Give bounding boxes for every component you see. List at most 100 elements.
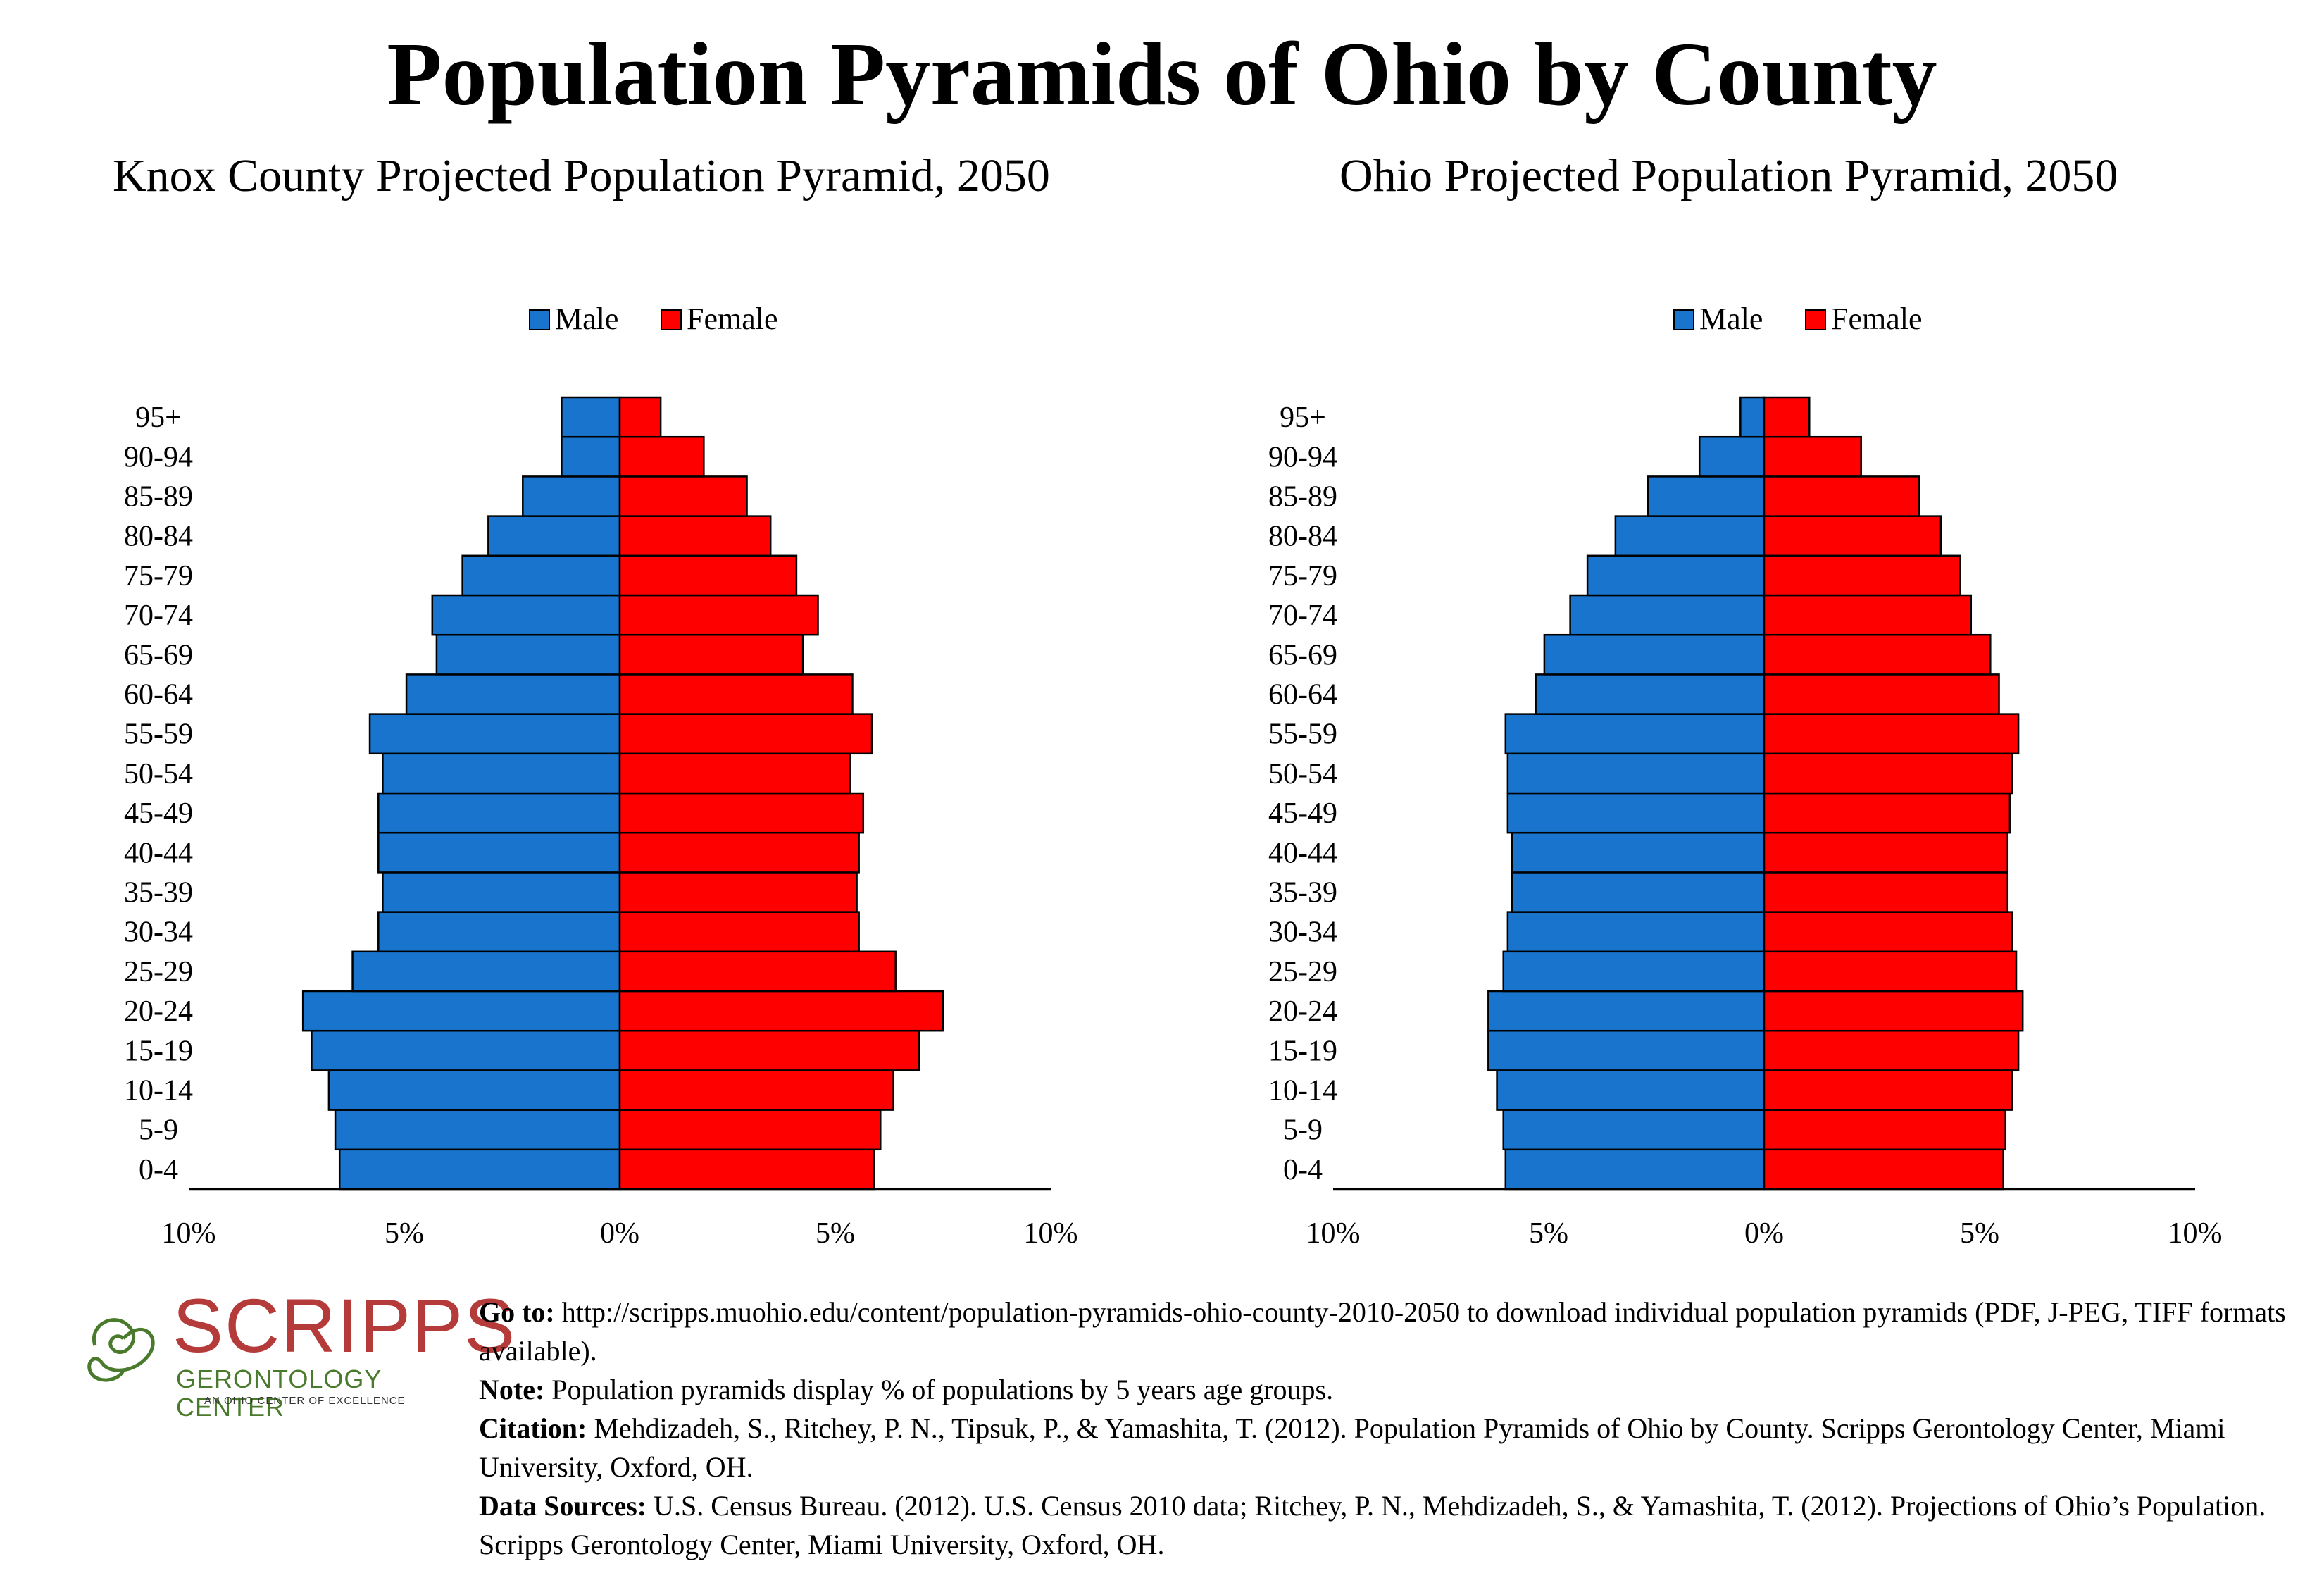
knox-legend-female-swatch [661, 309, 682, 330]
logo-subtitle: GERONTOLOGY CENTER [176, 1365, 382, 1422]
logo-wordmark: SCRIPPS [173, 1283, 517, 1368]
knox-x-tick-label: 10% [1024, 1217, 1078, 1250]
ohio-female-bar-10-14 [1763, 1069, 2013, 1111]
ohio-age-label: 20-24 [1268, 995, 1337, 1028]
knox-female-bar-60-64 [618, 673, 854, 715]
ohio-female-bar-70-74 [1763, 594, 1973, 636]
footer-notes: Go to: http://scripps.muohio.edu/content… [479, 1293, 2310, 1564]
ohio-male-bar-30-34 [1506, 911, 1766, 953]
knox-age-label: 60-64 [124, 679, 193, 711]
knox-age-label: 95+ [135, 402, 182, 434]
knox-legend-male-swatch [529, 309, 550, 330]
ohio-female-bar-80-84 [1763, 515, 1942, 557]
ohio-male-bar-5-9 [1502, 1109, 1766, 1151]
knox-x-tick-label: 0% [600, 1217, 639, 1250]
knox-male-bar-70-74 [431, 594, 621, 636]
citation-label: Citation: [479, 1412, 587, 1444]
knox-female-bar-80-84 [618, 515, 772, 557]
knox-male-bar-20-24 [301, 990, 621, 1032]
ohio-male-bar-45-49 [1506, 792, 1766, 834]
knox-age-label: 90-94 [124, 441, 193, 473]
ohio-female-bar-15-19 [1763, 1029, 2020, 1071]
knox-age-label: 20-24 [124, 995, 193, 1028]
ohio-male-bar-80-84 [1614, 515, 1766, 557]
ohio-male-bar-75-79 [1586, 554, 1766, 597]
knox-male-bar-40-44 [377, 831, 621, 874]
ohio-legend-female-label: Female [1831, 302, 1923, 336]
ohio-female-bar-20-24 [1763, 990, 2024, 1032]
swirl-logo-icon [87, 1318, 155, 1382]
chart-title-knox: Knox County Projected Population Pyramid… [113, 150, 1050, 201]
ohio-age-label: 95+ [1280, 402, 1326, 434]
ohio-pyramid-chart: 0-4 5-9 10-14 15-19 20-24 25-29 30-34 35-39 40-4… [1268, 302, 2223, 1250]
ohio-age-label: 55-59 [1268, 719, 1337, 751]
logo-tagline: AN OHIO CENTER OF EXCELLENCE [204, 1395, 406, 1407]
ohio-male-bar-95+ [1739, 396, 1766, 438]
ohio-x-tick-label: 5% [1529, 1217, 1568, 1250]
ohio-male-bar-20-24 [1487, 990, 1766, 1032]
knox-age-label: 85-89 [124, 481, 193, 514]
note-label: Note: [479, 1374, 545, 1405]
ohio-age-label: 65-69 [1268, 639, 1337, 671]
knox-male-bar-35-39 [382, 871, 621, 913]
ohio-female-bar-45-49 [1763, 792, 2011, 834]
knox-female-bar-90-94 [618, 435, 705, 478]
ohio-age-label: 75-79 [1268, 560, 1337, 592]
ohio-age-label: 5-9 [1283, 1114, 1323, 1147]
footer-note: Note: Population pyramids display % of p… [479, 1370, 2310, 1409]
chart-title-ohio: Ohio Projected Population Pyramid, 2050 [1339, 150, 2118, 201]
ohio-female-bar-25-29 [1763, 950, 2018, 993]
sources-text: U.S. Census Bureau. (2012). U.S. Census … [479, 1490, 2266, 1560]
ohio-female-bar-40-44 [1763, 831, 2009, 874]
ohio-male-bar-65-69 [1543, 633, 1766, 676]
ohio-male-bar-10-14 [1496, 1069, 1766, 1111]
ohio-age-label: 35-39 [1268, 877, 1337, 909]
ohio-age-label: 10-14 [1268, 1075, 1337, 1107]
knox-x-tick-label: 5% [385, 1217, 424, 1250]
main-title: Population Pyramids of Ohio by County [387, 24, 1937, 124]
knox-age-label: 10-14 [124, 1075, 193, 1107]
knox-legend-male-label: Male [555, 302, 618, 336]
sources-label: Data Sources: [479, 1490, 647, 1522]
ohio-female-bar-60-64 [1763, 673, 2000, 715]
knox-age-label: 80-84 [124, 521, 193, 553]
ohio-age-label: 85-89 [1268, 481, 1337, 514]
knox-female-bar-25-29 [618, 950, 897, 993]
ohio-female-bar-90-94 [1763, 435, 1862, 478]
citation-text: Mehdizadeh, S., Ritchey, P. N., Tipsuk, … [479, 1412, 2225, 1483]
note-text: Population pyramids display % of populat… [544, 1374, 1334, 1405]
ohio-male-bar-40-44 [1511, 831, 1766, 874]
knox-age-label: 50-54 [124, 758, 193, 790]
ohio-age-label: 70-74 [1268, 599, 1337, 632]
knox-male-bar-30-34 [377, 911, 621, 953]
knox-female-bar-10-14 [618, 1069, 894, 1111]
ohio-female-bar-95+ [1763, 396, 1811, 438]
knox-female-bar-45-49 [618, 792, 865, 834]
ohio-male-bar-55-59 [1504, 713, 1766, 755]
knox-age-label: 15-19 [124, 1035, 193, 1067]
knox-female-bar-75-79 [618, 554, 798, 597]
knox-male-bar-10-14 [327, 1069, 621, 1111]
ohio-male-bar-50-54 [1506, 752, 1766, 795]
knox-age-label: 25-29 [124, 956, 193, 988]
ohio-male-bar-25-29 [1502, 950, 1766, 993]
ohio-age-label: 25-29 [1268, 956, 1337, 988]
knox-x-tick-label: 5% [816, 1217, 855, 1250]
ohio-age-label: 15-19 [1268, 1035, 1337, 1067]
knox-female-bar-65-69 [618, 633, 804, 676]
knox-age-label: 75-79 [124, 560, 193, 592]
ohio-female-bar-50-54 [1763, 752, 2013, 795]
goto-label: Go to: [479, 1296, 555, 1328]
knox-age-label: 30-34 [124, 916, 193, 949]
knox-age-label: 70-74 [124, 599, 193, 632]
ohio-female-bar-30-34 [1763, 911, 2013, 953]
ohio-age-label: 40-44 [1268, 837, 1337, 869]
ohio-legend-male-label: Male [1699, 302, 1763, 336]
ohio-female-bar-55-59 [1763, 713, 2020, 755]
knox-female-bar-70-74 [618, 594, 819, 636]
knox-female-bar-40-44 [618, 831, 860, 874]
footer-goto: Go to: http://scripps.muohio.edu/content… [479, 1293, 2310, 1370]
ohio-age-label: 30-34 [1268, 916, 1337, 949]
knox-x-tick-label: 10% [162, 1217, 216, 1250]
ohio-x-tick-label: 10% [2168, 1217, 2223, 1250]
